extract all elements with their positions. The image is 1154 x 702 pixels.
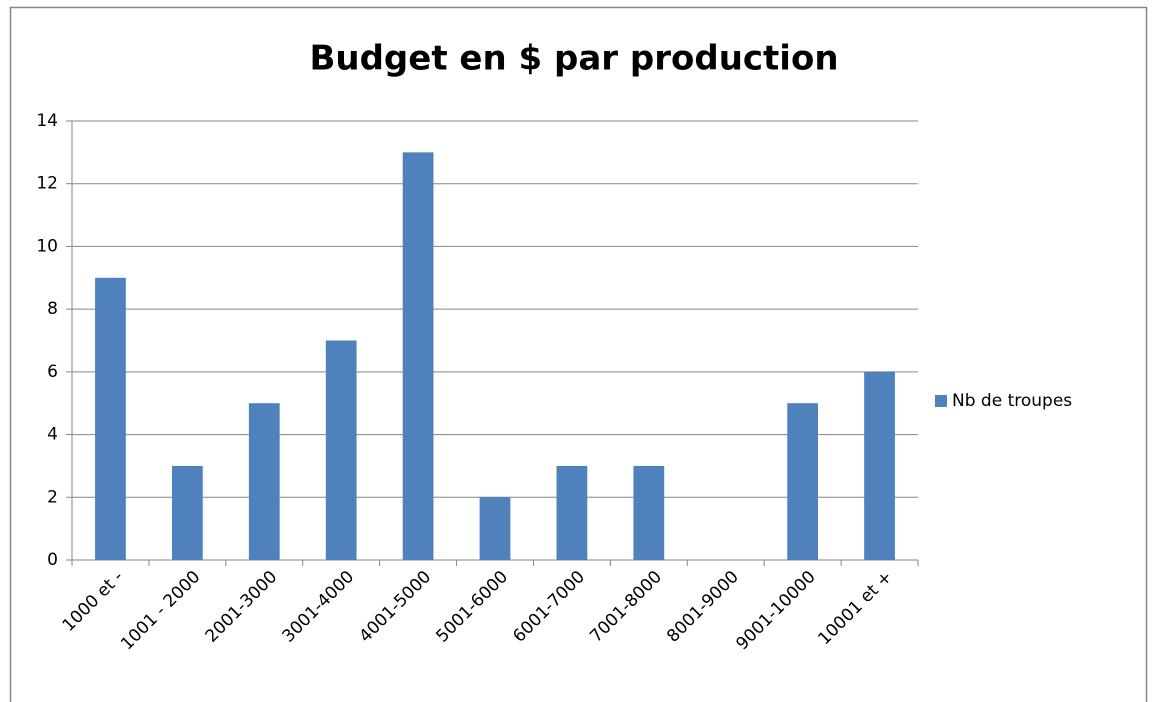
y-tick-label: 4	[47, 425, 58, 445]
x-tick-label: 7001-8000	[586, 567, 666, 647]
x-tick-label: 8001-9000	[663, 567, 743, 647]
bar	[171, 465, 203, 560]
x-tick-label: 6001-7000	[509, 567, 589, 647]
x-tick-label: 10001 et +	[814, 567, 896, 649]
x-tick-label: 5001-6000	[432, 567, 512, 647]
bar	[95, 277, 126, 560]
bar	[248, 403, 280, 560]
bar	[325, 340, 357, 560]
y-tick-label: 8	[47, 299, 58, 319]
legend-swatch	[935, 395, 947, 407]
bar	[787, 403, 819, 560]
y-tick-label: 14	[36, 111, 58, 131]
y-tick-label: 10	[36, 236, 58, 256]
y-tick-label: 2	[47, 487, 58, 507]
x-tick-label: 1001 - 2000	[117, 567, 204, 654]
x-tick-label: 9001-10000	[732, 567, 819, 654]
bar	[633, 465, 665, 560]
x-tick-label: 3001-4000	[279, 567, 359, 647]
chart-title: Budget en $ par production	[309, 39, 838, 79]
chart-frame	[9, 6, 1148, 702]
y-tick-label: 6	[47, 362, 58, 382]
x-tick-label: 1000 et -	[59, 567, 128, 636]
x-tick-label: 4001-5000	[355, 567, 435, 647]
legend-label: Nb de troupes	[952, 391, 1072, 411]
y-tick-label: 0	[47, 550, 58, 570]
bar	[479, 497, 511, 560]
bar	[864, 371, 895, 560]
x-tick-label: 2001-3000	[202, 567, 282, 647]
bar	[556, 465, 588, 560]
y-tick-label: 12	[36, 174, 58, 194]
bar	[402, 152, 434, 560]
